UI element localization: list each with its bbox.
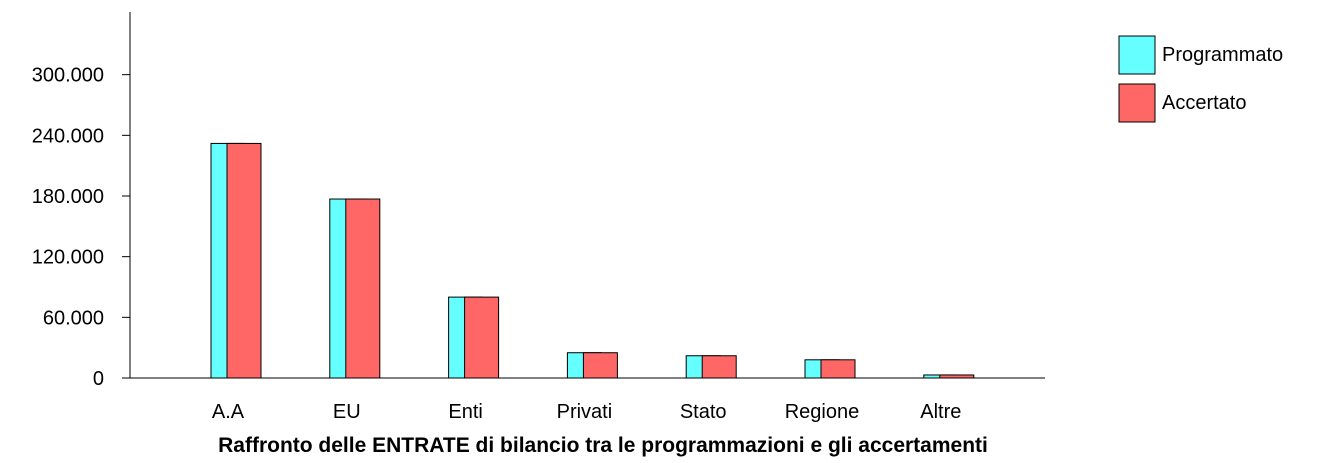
x-axis: A.A EU Enti Privati Stato Regione Altre [130,377,1045,423]
y-tick-label: 60.000 [43,307,104,329]
x-tick-label: A.A [212,401,245,423]
y-tick-label: 300.000 [32,65,104,87]
legend: Programmato Accertato [1118,35,1283,123]
x-tick-label: Regione [785,401,860,423]
bar-accertato-privati [582,352,618,379]
bar-accertato-altre [939,374,975,379]
y-axis: 0 60.000 120.000 180.000 240.000 300.000 [32,12,131,390]
bar-accertato-stato [701,355,737,379]
legend-swatch-accertato [1118,83,1156,123]
y-tick-label: 240.000 [32,125,104,147]
chart-title: Raffronto delle ENTRATE di bilancio tra … [218,434,988,457]
bar-accertato-regione [820,359,856,379]
legend-label-accertato: Accertato [1162,92,1246,114]
x-tick-label: Stato [680,401,727,423]
bar-accertato-enti [464,296,500,379]
bar-accertato-eu [345,198,381,379]
x-tick-label: Altre [920,401,961,423]
x-tick-label: Privati [557,401,613,423]
y-tick-label: 120.000 [32,247,104,269]
bar-accertato-aa [226,142,262,379]
y-tick-label: 180.000 [32,186,104,208]
x-tick-label: Enti [448,401,482,423]
legend-swatch-programmato [1118,35,1156,75]
x-tick-label: EU [333,401,361,423]
bars [210,142,975,379]
y-tick-label: 0 [93,368,104,390]
legend-label-programmato: Programmato [1162,44,1283,66]
